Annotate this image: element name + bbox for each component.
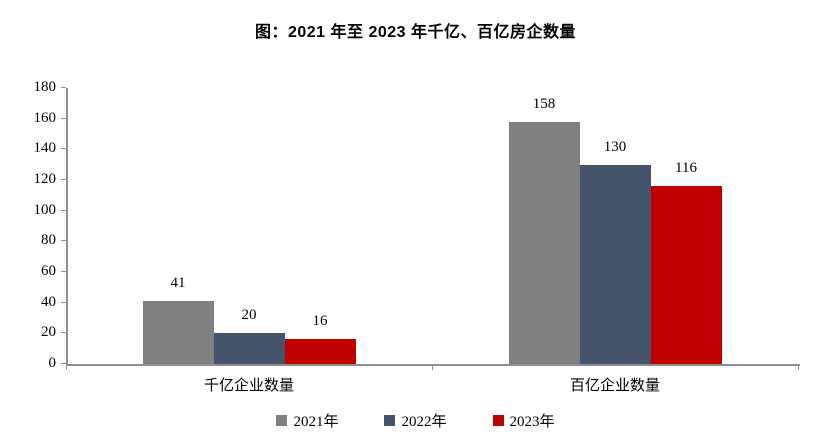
bar — [650, 186, 722, 364]
y-tick-mark — [61, 148, 66, 150]
y-tick-label: 160 — [33, 109, 57, 126]
legend: 2021年 2022年 2023年 — [0, 410, 831, 431]
legend-item: 2023年 — [492, 410, 555, 431]
bar-value-label: 158 — [532, 96, 556, 112]
y-tick-mark — [61, 363, 66, 364]
y-tick-mark — [61, 209, 66, 211]
bar-value-label: 116 — [675, 160, 697, 176]
y-tick-label: 40 — [41, 293, 56, 310]
y-tick-mark — [61, 301, 66, 303]
bar — [284, 339, 356, 364]
bar-value-label: 20 — [241, 307, 257, 323]
y-tick-label: 140 — [33, 140, 57, 157]
x-tick-mark — [432, 365, 433, 370]
category-label: 百亿企业数量 — [569, 377, 660, 394]
legend-swatch-icon — [492, 415, 504, 426]
y-tick-label: 60 — [41, 263, 56, 279]
legend-item: 2022年 — [384, 410, 447, 431]
x-tick-mark — [798, 365, 799, 370]
y-tick-mark — [61, 87, 66, 88]
y-tick-mark — [61, 332, 66, 334]
y-tick-label: 180 — [33, 79, 57, 95]
bar-value-label: 16 — [312, 313, 328, 329]
legend-label: 2021年 — [293, 414, 339, 430]
bar — [579, 165, 651, 364]
y-tick-label: 20 — [41, 324, 56, 341]
legend-label: 2022年 — [401, 414, 447, 430]
bar-value-label: 41 — [170, 275, 186, 291]
legend-label: 2023年 — [509, 414, 555, 430]
y-tick-mark — [61, 117, 66, 119]
y-tick-label: 120 — [33, 171, 57, 187]
category-label: 千亿企业数量 — [203, 377, 294, 394]
legend-swatch-icon — [276, 415, 288, 426]
x-tick-mark — [66, 365, 67, 370]
chart-title: 图：2021 年至 2023 年千亿、百亿房企数量 — [254, 24, 577, 41]
y-tick-label: 80 — [41, 232, 56, 249]
bar-value-label: 130 — [603, 139, 627, 155]
y-tick-mark — [61, 271, 66, 272]
legend-item: 2021年 — [276, 410, 338, 431]
y-tick-label: 0 — [48, 355, 57, 371]
y-tick-mark — [61, 179, 66, 180]
y-tick-label: 100 — [33, 201, 57, 218]
bar — [213, 333, 285, 364]
bar — [142, 301, 214, 364]
bar — [508, 122, 580, 364]
plot-area — [66, 88, 800, 366]
legend-swatch-icon — [384, 415, 396, 426]
y-tick-mark — [61, 240, 66, 242]
